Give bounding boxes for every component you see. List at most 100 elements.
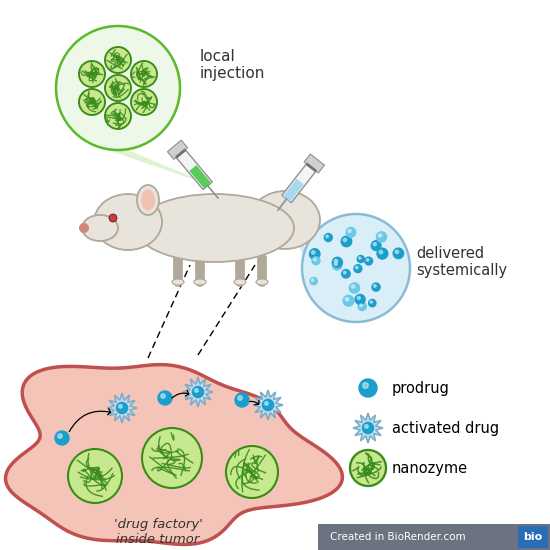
Circle shape	[238, 396, 243, 400]
Polygon shape	[286, 210, 308, 268]
Circle shape	[79, 223, 89, 233]
Circle shape	[310, 277, 317, 285]
Ellipse shape	[82, 215, 118, 241]
Circle shape	[311, 279, 313, 281]
Polygon shape	[518, 526, 548, 548]
Circle shape	[58, 434, 62, 438]
Circle shape	[192, 387, 204, 398]
Circle shape	[341, 236, 351, 247]
Circle shape	[332, 261, 342, 270]
Circle shape	[195, 389, 198, 392]
Circle shape	[119, 405, 122, 408]
Ellipse shape	[141, 190, 155, 211]
Text: local
injection: local injection	[200, 49, 265, 81]
Circle shape	[379, 250, 383, 254]
Circle shape	[343, 238, 346, 241]
Circle shape	[158, 391, 172, 405]
Polygon shape	[189, 165, 211, 189]
Polygon shape	[108, 150, 218, 188]
Polygon shape	[318, 524, 550, 550]
Circle shape	[368, 299, 376, 307]
Circle shape	[310, 249, 320, 259]
Circle shape	[68, 449, 122, 503]
Circle shape	[343, 295, 354, 306]
Ellipse shape	[172, 279, 184, 285]
Circle shape	[131, 61, 157, 87]
Polygon shape	[167, 140, 188, 160]
Ellipse shape	[250, 191, 320, 249]
Circle shape	[334, 262, 337, 265]
Circle shape	[342, 270, 350, 278]
Polygon shape	[183, 377, 213, 407]
Circle shape	[366, 258, 369, 261]
Circle shape	[350, 450, 386, 486]
Text: Created in BioRender.com: Created in BioRender.com	[330, 532, 466, 542]
Circle shape	[161, 394, 166, 398]
Circle shape	[371, 241, 381, 250]
Circle shape	[359, 257, 361, 259]
Circle shape	[395, 250, 399, 254]
Circle shape	[377, 248, 388, 259]
Circle shape	[314, 258, 316, 261]
Circle shape	[324, 234, 332, 241]
Polygon shape	[253, 390, 283, 420]
Text: 'drug factory'
inside tumor: 'drug factory' inside tumor	[113, 518, 202, 546]
Circle shape	[105, 75, 131, 101]
Circle shape	[117, 403, 128, 414]
Ellipse shape	[94, 194, 162, 250]
Circle shape	[332, 257, 343, 267]
Circle shape	[355, 266, 358, 269]
Circle shape	[358, 256, 364, 262]
Circle shape	[359, 379, 377, 397]
Circle shape	[370, 301, 372, 303]
Circle shape	[393, 248, 404, 258]
Circle shape	[55, 431, 69, 445]
Circle shape	[362, 422, 373, 433]
Circle shape	[373, 285, 376, 287]
Ellipse shape	[136, 194, 294, 262]
Circle shape	[334, 259, 338, 262]
Polygon shape	[6, 365, 343, 544]
Circle shape	[312, 257, 320, 265]
Ellipse shape	[256, 279, 268, 285]
Circle shape	[378, 234, 382, 237]
Circle shape	[79, 89, 105, 115]
Circle shape	[362, 383, 368, 388]
Circle shape	[142, 428, 202, 488]
Circle shape	[373, 243, 376, 246]
Text: nanozyme: nanozyme	[392, 460, 468, 476]
Circle shape	[79, 61, 105, 87]
Circle shape	[346, 228, 356, 237]
Circle shape	[131, 89, 157, 115]
Circle shape	[265, 402, 268, 405]
Circle shape	[343, 271, 346, 274]
Circle shape	[311, 251, 315, 254]
Circle shape	[365, 257, 372, 265]
Circle shape	[302, 214, 410, 322]
Circle shape	[357, 296, 360, 300]
Circle shape	[360, 304, 362, 306]
Polygon shape	[304, 154, 324, 173]
Circle shape	[326, 235, 328, 238]
Circle shape	[226, 446, 278, 498]
Polygon shape	[176, 150, 212, 190]
Ellipse shape	[194, 279, 206, 285]
Circle shape	[372, 283, 380, 291]
Polygon shape	[107, 393, 137, 423]
Circle shape	[351, 285, 355, 288]
Circle shape	[345, 298, 349, 301]
Circle shape	[235, 393, 249, 407]
Ellipse shape	[137, 185, 159, 215]
Circle shape	[109, 214, 117, 222]
Circle shape	[56, 26, 180, 150]
Circle shape	[105, 47, 131, 73]
Circle shape	[376, 232, 387, 242]
Polygon shape	[283, 179, 304, 202]
Circle shape	[262, 399, 273, 411]
Circle shape	[354, 265, 362, 273]
Circle shape	[349, 283, 360, 293]
Ellipse shape	[234, 279, 246, 285]
Text: activated drug: activated drug	[392, 421, 499, 436]
Circle shape	[105, 103, 131, 129]
Polygon shape	[353, 413, 383, 443]
